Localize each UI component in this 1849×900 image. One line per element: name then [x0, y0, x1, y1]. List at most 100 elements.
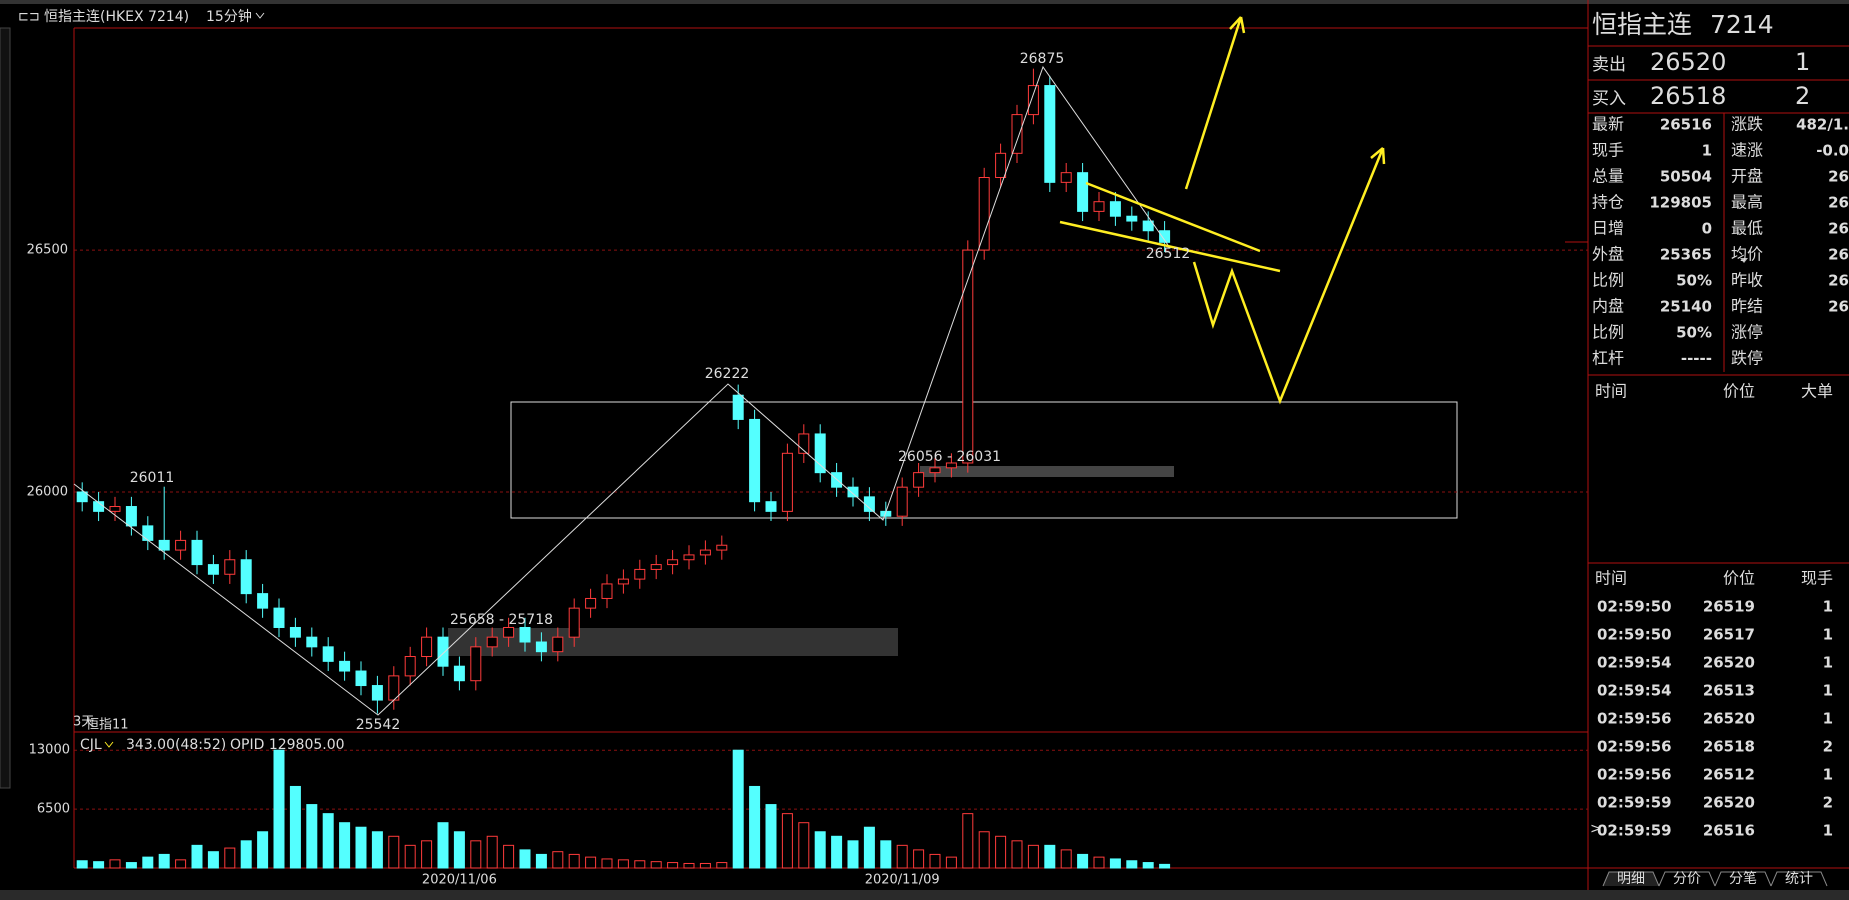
annotation: 26512	[1146, 246, 1191, 262]
candle-body	[535, 641, 547, 653]
candle-body	[470, 646, 482, 682]
volume-bar	[257, 831, 269, 869]
candle-body	[125, 506, 137, 527]
candle-body	[437, 636, 449, 667]
candle-body	[945, 462, 957, 469]
volume-bar	[503, 844, 515, 869]
candle-body	[749, 418, 761, 503]
quote-label: 杠杆	[1592, 349, 1624, 368]
tab-label[interactable]: 分价	[1673, 871, 1701, 887]
candle-body	[306, 636, 318, 648]
volume-bar	[814, 831, 826, 869]
tab[interactable]	[1602, 871, 1660, 887]
quote-label: 持仓	[1592, 193, 1624, 212]
candle-body	[240, 559, 252, 595]
candle-body	[322, 646, 334, 662]
trade-qty: 1	[1823, 682, 1833, 700]
tab[interactable]	[1658, 871, 1716, 887]
quote-value: 26	[1828, 298, 1849, 316]
quote-value: 25140	[1660, 298, 1712, 316]
quote-label: 速涨	[1731, 141, 1763, 160]
candle-body	[1142, 220, 1154, 232]
trade-price: 26517	[1703, 626, 1755, 644]
candle-body	[667, 559, 679, 566]
candle-body	[732, 394, 744, 420]
candle-body	[1027, 85, 1039, 116]
volume-bar	[289, 785, 301, 869]
trade-price: 26518	[1703, 738, 1755, 756]
candle-body	[863, 496, 875, 512]
candle-body	[995, 152, 1007, 179]
volume-bar	[207, 851, 219, 869]
annotation: 26222	[705, 366, 750, 382]
volume-bar	[355, 826, 367, 869]
quote-label: 比例	[1592, 323, 1624, 342]
candle-body	[978, 177, 990, 251]
period-chevron[interactable]	[255, 12, 265, 19]
candle-body	[1011, 114, 1023, 154]
volume-bar	[1027, 844, 1039, 869]
bid-price: 26518	[1650, 82, 1726, 110]
tab-label[interactable]: 明细	[1617, 871, 1645, 887]
column-header: 价位	[1723, 569, 1755, 588]
candle-body	[519, 626, 531, 643]
volume-bar	[1011, 840, 1023, 869]
period[interactable]: 15分钟	[206, 8, 252, 25]
panel-code: 7214	[1710, 10, 1774, 39]
bid-label: 买入	[1592, 89, 1626, 109]
quote-label: 涨停	[1731, 323, 1763, 342]
volume-bar	[388, 835, 400, 869]
trade-qty: 1	[1823, 766, 1833, 784]
projection-arrow	[1184, 16, 1243, 190]
volume-bar	[486, 835, 498, 869]
quote-label: 日增	[1592, 219, 1624, 238]
column-header: 价位	[1723, 382, 1755, 401]
icon[interactable]: ⊏⊐	[18, 10, 40, 25]
top-strip	[0, 0, 1849, 4]
quote-value: 129805	[1649, 194, 1712, 212]
quote-value: 26516	[1660, 116, 1712, 134]
projection-arrow	[1192, 147, 1385, 405]
volume-bar	[339, 822, 351, 869]
candle-body	[486, 636, 498, 648]
candle-body	[355, 670, 367, 687]
zone-label: 25658 - 25718	[450, 612, 553, 628]
tab[interactable]	[1714, 871, 1772, 887]
candle-body	[1159, 230, 1171, 243]
volume-bar	[962, 813, 974, 869]
indicator-chevron[interactable]	[104, 741, 114, 748]
quote-value: -----	[1681, 350, 1712, 368]
volume-bar	[831, 835, 843, 869]
volume-bar	[109, 859, 121, 869]
trade-time: 02:59:59	[1597, 822, 1672, 840]
trade-qty: 1	[1823, 710, 1833, 728]
trade-time: 02:59:56	[1597, 738, 1672, 756]
wedge-line	[1059, 220, 1281, 273]
tab[interactable]	[1770, 871, 1828, 887]
trade-qty: 1	[1823, 598, 1833, 616]
volume-bar	[552, 851, 564, 869]
candle-body	[1109, 201, 1121, 217]
indicator-name[interactable]: CJL	[80, 737, 102, 753]
trade-qty: 2	[1823, 738, 1833, 756]
candle-body	[634, 568, 646, 580]
volume-bar	[585, 856, 597, 869]
avg-menu[interactable]	[1740, 258, 1748, 263]
quote-label: 开盘	[1731, 167, 1763, 186]
quote-label: 昨结	[1731, 297, 1763, 316]
tab-label[interactable]: 统计	[1785, 871, 1813, 887]
candle-body	[716, 544, 728, 551]
volume-bar	[683, 862, 695, 869]
volume-bar	[568, 853, 580, 869]
zone-bar	[448, 628, 898, 656]
annotation: 26875	[1020, 51, 1065, 67]
volume-bar	[716, 862, 728, 869]
trade-time: 02:59:50	[1597, 626, 1672, 644]
trade-price: 26512	[1703, 766, 1755, 784]
volume-bar	[371, 831, 383, 869]
volume-bar	[306, 804, 318, 869]
volume-bar	[765, 804, 777, 869]
tab-label[interactable]: 分笔	[1729, 871, 1757, 887]
volume-bar	[863, 826, 875, 869]
trade-qty: 1	[1823, 626, 1833, 644]
